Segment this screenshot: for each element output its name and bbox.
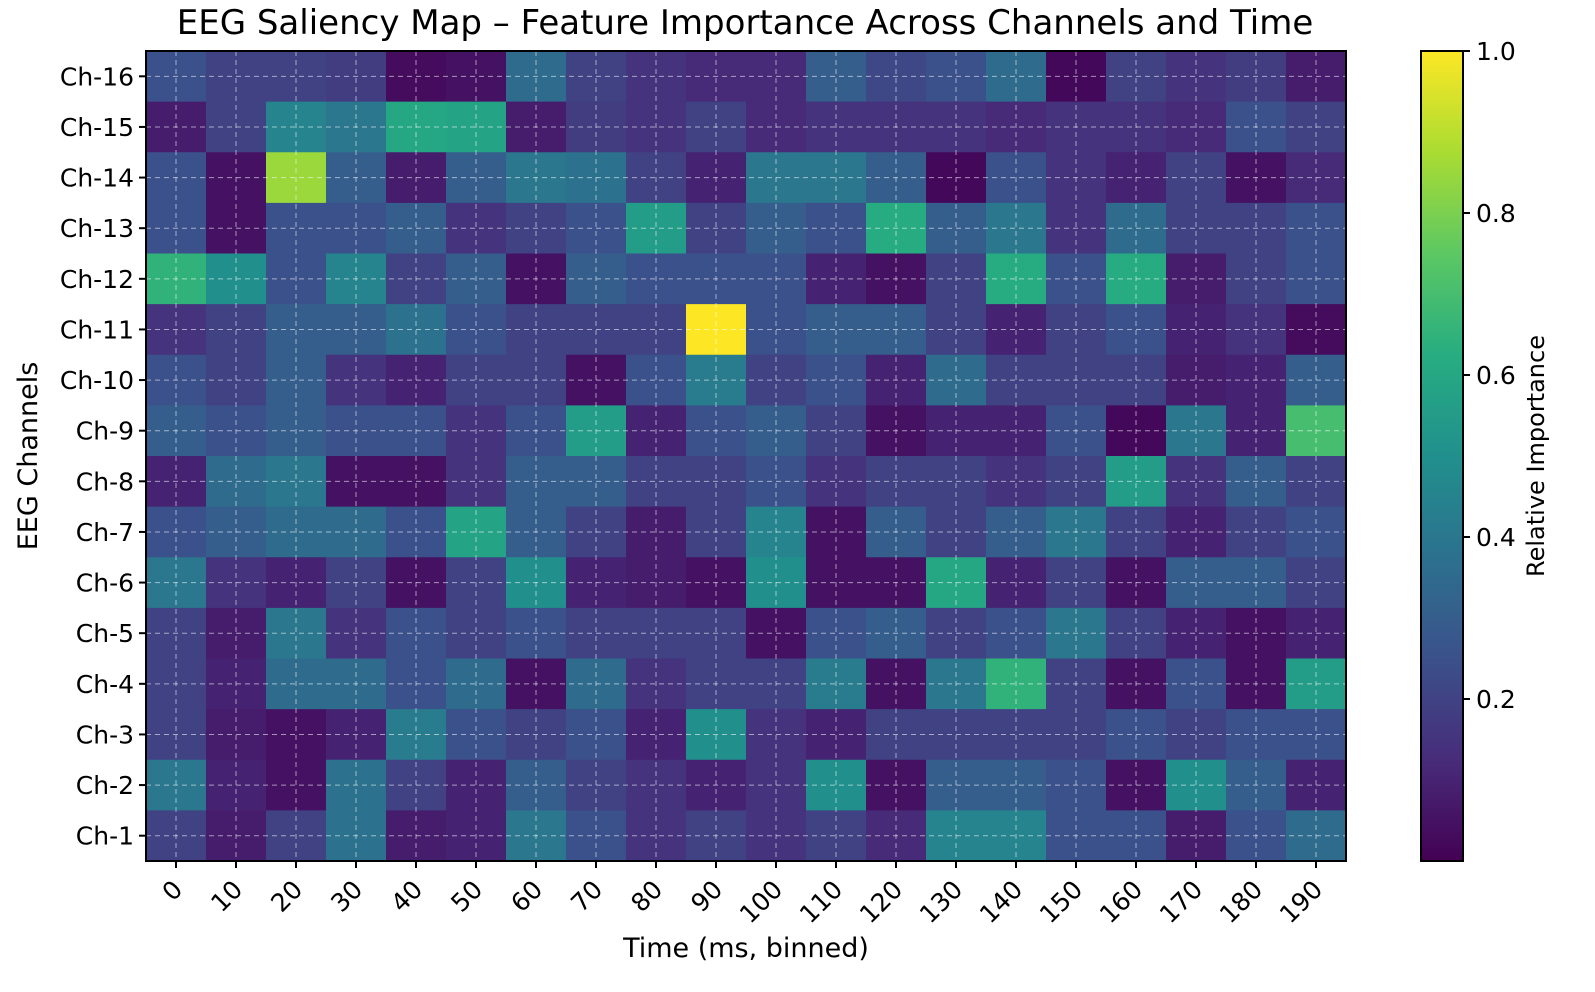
colorbar bbox=[1420, 50, 1464, 862]
y-tick-label: Ch-9 bbox=[76, 417, 134, 446]
x-tick-label: 140 bbox=[974, 875, 1028, 929]
colorbar-tick-label: 0.8 bbox=[1476, 199, 1516, 228]
y-tick-label: Ch-6 bbox=[76, 569, 134, 598]
x-tick-label: 110 bbox=[794, 875, 848, 929]
y-tick-label: Ch-15 bbox=[60, 113, 134, 142]
y-tick-label: Ch-3 bbox=[76, 720, 134, 749]
chart-title: EEG Saliency Map – Feature Importance Ac… bbox=[177, 3, 1314, 43]
x-tick-label: 90 bbox=[685, 875, 728, 918]
x-tick-label: 70 bbox=[565, 875, 608, 918]
colorbar-label: Relative Importance bbox=[1522, 335, 1550, 577]
x-tick-label: 130 bbox=[914, 875, 968, 929]
x-tick-label: 0 bbox=[156, 875, 188, 907]
y-tick-label: Ch-4 bbox=[76, 670, 134, 699]
y-axis-ticks: Ch-16 Ch-15 Ch-14 Ch-13 Ch-12 Ch-11 Ch-10 Ch-9 C… bbox=[60, 62, 146, 851]
y-tick-label: Ch-2 bbox=[76, 771, 134, 800]
y-tick-label: Ch-11 bbox=[60, 315, 134, 344]
x-axis-ticks: 0 10 20 30 40 50 60 70 80 90 100 110 120 130 140 150 160… bbox=[156, 861, 1328, 929]
x-tick-label: 170 bbox=[1154, 875, 1208, 929]
grid-lines bbox=[146, 51, 1346, 861]
colorbar-tick-label: 1.0 bbox=[1476, 37, 1516, 66]
y-tick-label: Ch-16 bbox=[60, 62, 134, 91]
x-tick-label: 50 bbox=[445, 875, 488, 918]
colorbar-ticks: 0.2 0.4 0.6 0.8 1.0 bbox=[1463, 37, 1516, 714]
x-tick-label: 190 bbox=[1274, 875, 1328, 929]
y-tick-label: Ch-14 bbox=[60, 164, 134, 193]
y-tick-label: Ch-7 bbox=[76, 518, 134, 547]
heatmap-cells bbox=[146, 51, 1347, 862]
x-tick-label: 180 bbox=[1214, 875, 1268, 929]
y-axis-label: EEG Channels bbox=[13, 362, 44, 551]
x-tick-label: 80 bbox=[625, 875, 668, 918]
y-tick-label: Ch-10 bbox=[60, 366, 134, 395]
x-tick-label: 40 bbox=[385, 875, 428, 918]
y-tick-label: Ch-8 bbox=[76, 467, 134, 496]
x-tick-label: 100 bbox=[734, 875, 788, 929]
x-tick-label: 20 bbox=[265, 875, 308, 918]
y-tick-label: Ch-13 bbox=[60, 214, 134, 243]
x-tick-label: 160 bbox=[1094, 875, 1148, 929]
plot-frame bbox=[145, 50, 1347, 862]
x-axis-label: Time (ms, binned) bbox=[622, 933, 869, 964]
y-tick-label: Ch-1 bbox=[76, 822, 134, 851]
x-tick-label: 150 bbox=[1034, 875, 1088, 929]
y-tick-label: Ch-12 bbox=[60, 265, 134, 294]
x-tick-label: 60 bbox=[505, 875, 548, 918]
colorbar-tick-label: 0.2 bbox=[1476, 685, 1516, 714]
colorbar-tick-label: 0.4 bbox=[1476, 523, 1516, 552]
y-tick-label: Ch-5 bbox=[76, 619, 134, 648]
x-tick-label: 120 bbox=[854, 875, 908, 929]
x-tick-label: 10 bbox=[205, 875, 248, 918]
x-tick-label: 30 bbox=[325, 875, 368, 918]
colorbar-tick-label: 0.6 bbox=[1476, 361, 1516, 390]
